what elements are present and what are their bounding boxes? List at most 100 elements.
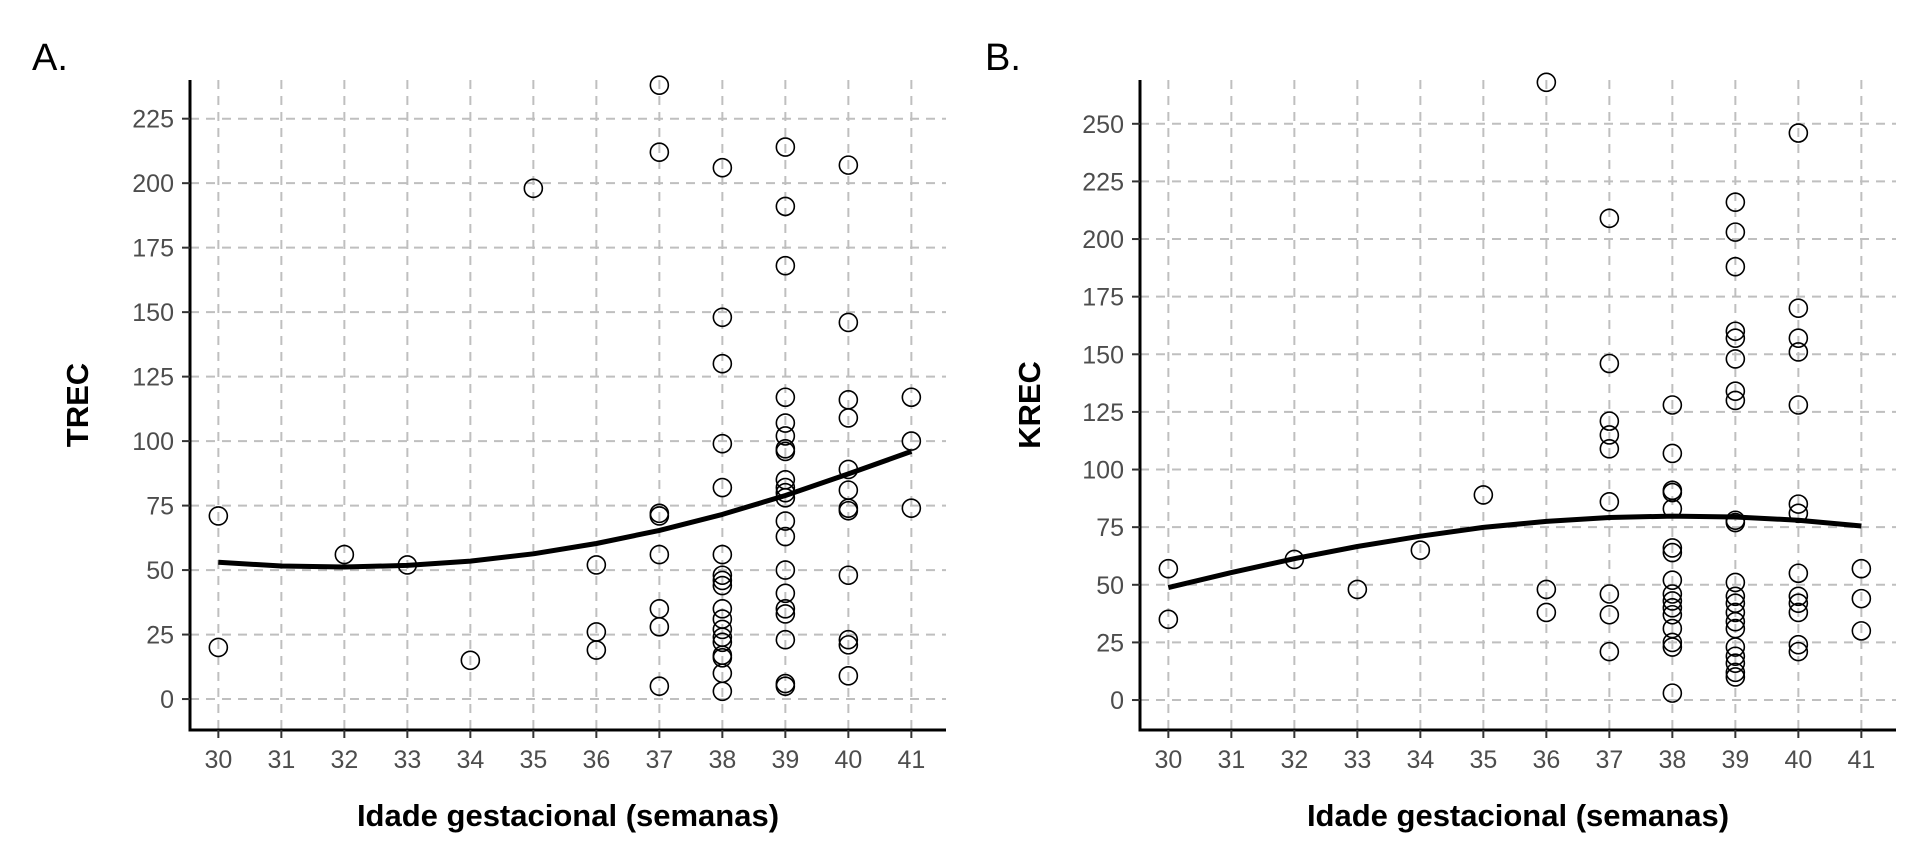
data-point: [1662, 604, 1683, 625]
data-point: [1788, 395, 1809, 415]
data-point: [1725, 222, 1746, 242]
data-point: [1158, 609, 1179, 630]
data-point: [1788, 593, 1809, 614]
data-point: [1347, 579, 1368, 600]
y-tick-label: 250: [1082, 111, 1124, 139]
data-point: [649, 617, 670, 637]
data-point: [712, 681, 733, 702]
data-point: [1158, 558, 1179, 579]
data-point: [1662, 538, 1683, 558]
data-point: [1599, 604, 1620, 625]
y-tick-label: 25: [146, 622, 174, 650]
data-point: [712, 477, 733, 498]
data-point: [712, 647, 733, 668]
data-point: [1662, 482, 1683, 503]
panel-label: B.: [985, 37, 1021, 79]
panel-a-chart: 30 31 32 33 34 35 36 37 38 39 40 41 0 25 50 75 100 125 150…: [32, 37, 946, 833]
data-points: [1158, 72, 1872, 703]
data-point: [1725, 586, 1746, 607]
x-tick-label: 34: [1406, 746, 1434, 774]
x-tick-label: 31: [267, 746, 295, 774]
x-tick-label: 39: [771, 746, 799, 774]
data-point: [712, 433, 733, 454]
data-point: [712, 575, 733, 596]
data-point: [1662, 637, 1683, 657]
data-point: [649, 142, 670, 163]
x-tick-label: 31: [1217, 746, 1245, 774]
x-tick-label: 33: [393, 746, 421, 774]
data-point: [1662, 598, 1683, 618]
data-point: [1662, 443, 1683, 464]
y-tick-label: 150: [132, 299, 174, 327]
y-tick-label: 0: [160, 686, 174, 714]
data-point: [1599, 425, 1620, 445]
data-point: [1788, 123, 1809, 143]
data-point: [1599, 411, 1620, 431]
data-point: [775, 387, 796, 408]
y-tick-label: 175: [1082, 284, 1124, 312]
data-point: [838, 629, 859, 650]
data-point: [1662, 683, 1683, 703]
data-point: [460, 650, 481, 671]
x-tick-label: 37: [645, 746, 673, 774]
data-point: [712, 565, 733, 586]
x-tick-label: 41: [897, 746, 925, 774]
data-point: [1788, 586, 1809, 607]
data-point: [1851, 621, 1872, 641]
x-tick-label: 37: [1595, 746, 1623, 774]
data-point: [775, 583, 796, 604]
data-point: [775, 676, 796, 696]
data-point: [712, 570, 733, 591]
y-tick-label: 75: [1096, 514, 1124, 542]
data-point: [901, 431, 922, 451]
data-point: [838, 500, 859, 521]
data-point: [1788, 298, 1809, 318]
data-point: [838, 312, 859, 333]
data-point: [1725, 512, 1746, 533]
data-point: [775, 255, 796, 276]
data-point: [1725, 192, 1746, 212]
y-tick-label: 175: [132, 235, 174, 263]
data-point: [1599, 584, 1620, 604]
data-point: [838, 635, 859, 655]
data-point: [1725, 349, 1746, 369]
data-point: [712, 353, 733, 374]
data-point: [838, 155, 859, 175]
data-point: [1410, 540, 1431, 561]
data-point: [649, 544, 670, 565]
x-tick-label: 41: [1847, 746, 1875, 774]
data-point: [775, 629, 796, 650]
data-point: [775, 441, 796, 462]
data-point: [1599, 492, 1620, 512]
data-point: [1725, 637, 1746, 657]
fit-curve: [1167, 513, 1862, 591]
data-point: [1788, 641, 1809, 662]
data-point: [838, 408, 859, 428]
data-point: [1662, 570, 1683, 590]
data-point: [1788, 494, 1809, 514]
x-tick-label: 35: [519, 746, 547, 774]
data-point: [775, 426, 796, 446]
data-point: [1725, 602, 1746, 623]
data-point: [1536, 602, 1557, 623]
data-point: [523, 178, 544, 199]
data-point: [1599, 353, 1620, 374]
data-point: [838, 666, 859, 686]
y-tick-label: 125: [1082, 399, 1124, 427]
x-tick-label: 40: [834, 746, 862, 774]
panel-b-chart: 30 31 32 33 34 35 36 37 38 39 40 41 0 25 50 75 100 125 150…: [985, 37, 1896, 833]
y-tick-label: 125: [132, 364, 174, 392]
data-point: [712, 157, 733, 178]
data-point: [1788, 602, 1809, 623]
data-point: [775, 604, 796, 624]
data-point: [586, 640, 607, 660]
data-point: [649, 75, 670, 95]
data-point: [775, 526, 796, 547]
x-tick-label: 38: [1658, 746, 1686, 774]
x-tick-label: 34: [456, 746, 484, 774]
fit-curve: [218, 449, 913, 570]
data-point: [775, 413, 796, 433]
x-tick-label: 39: [1721, 746, 1749, 774]
data-point: [1662, 542, 1683, 563]
